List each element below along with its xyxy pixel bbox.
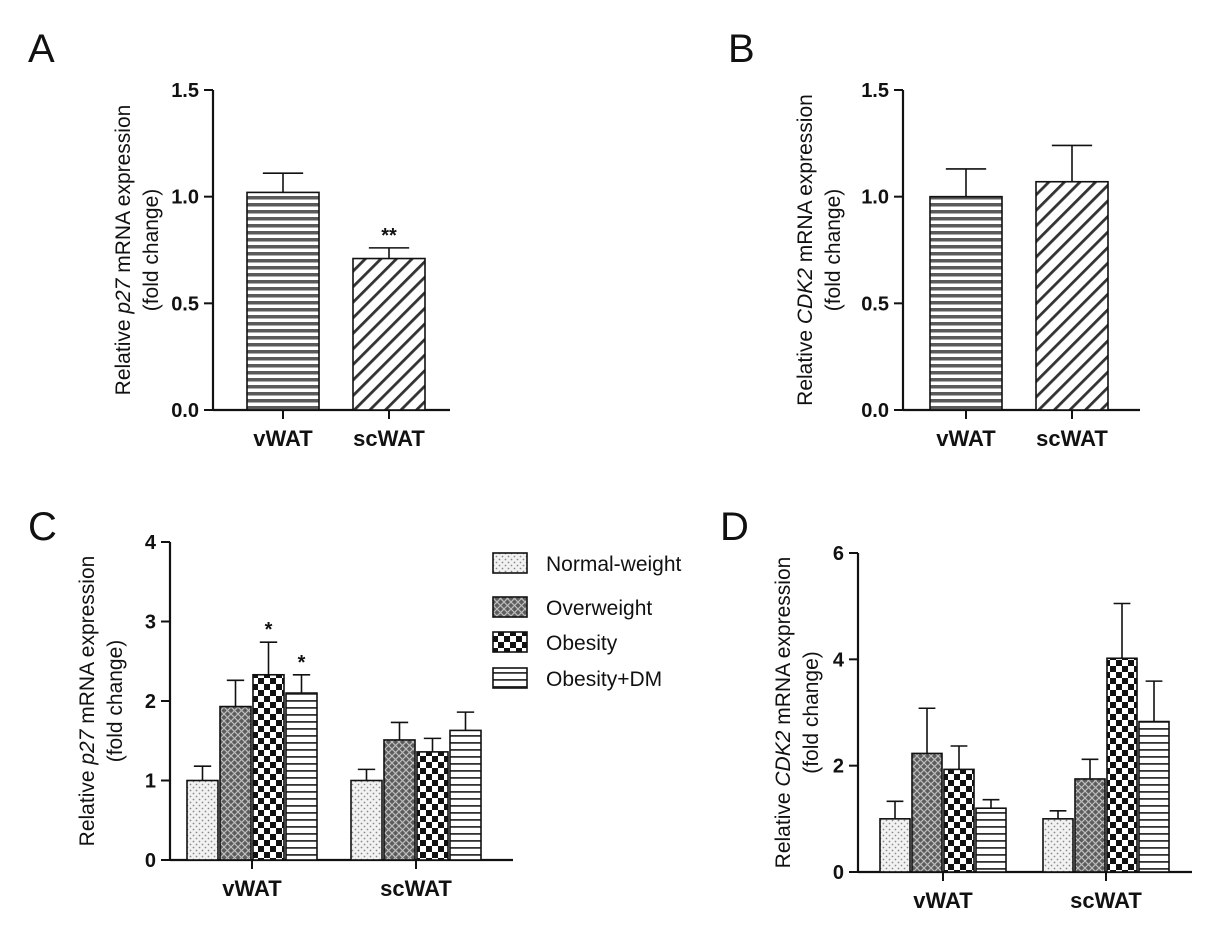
bar — [186, 779, 219, 861]
panel-letter-d: D — [720, 505, 749, 549]
significance-label: * — [298, 652, 306, 674]
y-axis-label-unit: (fold change) — [822, 189, 845, 312]
x-tick-label: scWAT — [1070, 888, 1142, 913]
bar — [1035, 180, 1109, 411]
y-tick-label: 4 — [145, 532, 157, 554]
x-tick-label: scWAT — [353, 426, 425, 451]
legend-item-label: Normal-weight — [546, 553, 682, 576]
y-axis-label-part: p27 — [76, 728, 99, 765]
y-axis-label: Relative p27 mRNA expression — [112, 105, 135, 396]
bar — [383, 739, 416, 861]
y-tick-label: 2 — [833, 756, 844, 778]
chart-panel-b: 0.0 0.5 1.0 1.5 vWAT scWAT Relative CDK2 mRNA … — [794, 80, 1140, 451]
bar — [285, 692, 318, 861]
y-axis-label-part: mRNA expression — [772, 557, 795, 731]
x-tick-label: vWAT — [253, 426, 313, 451]
y-tick-label: 4 — [833, 649, 845, 671]
y-tick-label: 2 — [145, 691, 156, 713]
y-tick-label: 1.5 — [171, 80, 199, 102]
legend-swatch — [492, 596, 528, 618]
bar — [352, 257, 426, 411]
y-axis-label: Relative CDK2 mRNA expression — [772, 557, 795, 869]
y-tick-label: 1.0 — [861, 187, 889, 209]
significance-label: * — [265, 619, 273, 641]
chart-panel-c: 0 1 2 3 4 vWAT scWAT Relative p27 mRNA expressi… — [76, 532, 513, 901]
legend: Normal-weight Overweight Obesity Obesity+DM — [492, 552, 682, 691]
y-tick-label: 1.5 — [861, 80, 889, 102]
y-axis-label-part: Relative — [112, 314, 135, 396]
x-tick-label: vWAT — [222, 876, 282, 901]
bar — [911, 752, 943, 873]
y-axis-label-unit: (fold change) — [104, 640, 127, 763]
y-axis-label-part: CDK2 — [772, 730, 795, 786]
x-tick-label: scWAT — [380, 876, 452, 901]
bar — [929, 195, 1003, 411]
y-tick-label: 1 — [145, 771, 156, 793]
chart-panel-a: 0.0 0.5 1.0 1.5 vWAT scWAT Relative p27 mRNA e… — [112, 80, 450, 451]
y-axis-label-part: mRNA expression — [112, 105, 135, 279]
y-axis-label-part: Relative — [76, 765, 99, 847]
bar — [350, 779, 383, 861]
y-axis-label-part: CDK2 — [794, 268, 817, 324]
legend-swatch — [492, 667, 528, 689]
bar — [1074, 778, 1106, 873]
y-axis-label: Relative CDK2 mRNA expression — [794, 94, 817, 406]
y-axis-label-part: mRNA expression — [794, 94, 817, 268]
bar — [943, 768, 975, 873]
y-axis-label-unit: (fold change) — [140, 189, 163, 312]
significance-label: ** — [381, 225, 397, 247]
bar — [1042, 818, 1074, 873]
legend-item-label: Overweight — [546, 597, 652, 620]
y-axis-label-part: Relative — [772, 787, 795, 869]
panel-letter-a: A — [28, 27, 55, 71]
y-axis-label-unit: (fold change) — [800, 651, 823, 774]
panel-letter-b: B — [728, 27, 755, 71]
bar — [1138, 720, 1170, 873]
y-axis-label: Relative p27 mRNA expression — [76, 556, 99, 847]
bar — [252, 673, 285, 861]
y-axis-label-part: Relative — [794, 324, 817, 406]
panel-letter-c: C — [28, 505, 57, 549]
legend-item-label: Obesity — [546, 632, 618, 655]
bar — [449, 729, 482, 861]
y-tick-label: 0.0 — [861, 400, 889, 422]
chart-panel-d: 0 2 4 6 vWAT scWAT Relative CDK2 mRNA expressi… — [772, 543, 1192, 913]
bar — [1106, 657, 1138, 873]
bar — [879, 818, 911, 873]
bar — [246, 191, 320, 411]
y-tick-label: 0.0 — [171, 400, 199, 422]
y-axis-label-part: mRNA expression — [76, 556, 99, 730]
y-axis-label-part: p27 — [112, 277, 135, 314]
legend-swatch — [492, 631, 528, 653]
y-tick-label: 6 — [833, 543, 844, 565]
y-tick-label: 1.0 — [171, 187, 199, 209]
y-tick-label: 0 — [833, 862, 844, 884]
y-tick-label: 0.5 — [861, 293, 889, 315]
legend-swatch — [492, 552, 528, 574]
legend-item-label: Obesity+DM — [546, 668, 662, 691]
y-tick-label: 0.5 — [171, 293, 199, 315]
bar — [975, 807, 1007, 873]
y-tick-label: 0 — [145, 850, 156, 872]
bar — [416, 751, 449, 861]
y-tick-label: 3 — [145, 612, 156, 634]
x-tick-label: vWAT — [936, 426, 996, 451]
bar — [219, 705, 252, 861]
x-tick-label: vWAT — [913, 888, 973, 913]
x-tick-label: scWAT — [1036, 426, 1108, 451]
